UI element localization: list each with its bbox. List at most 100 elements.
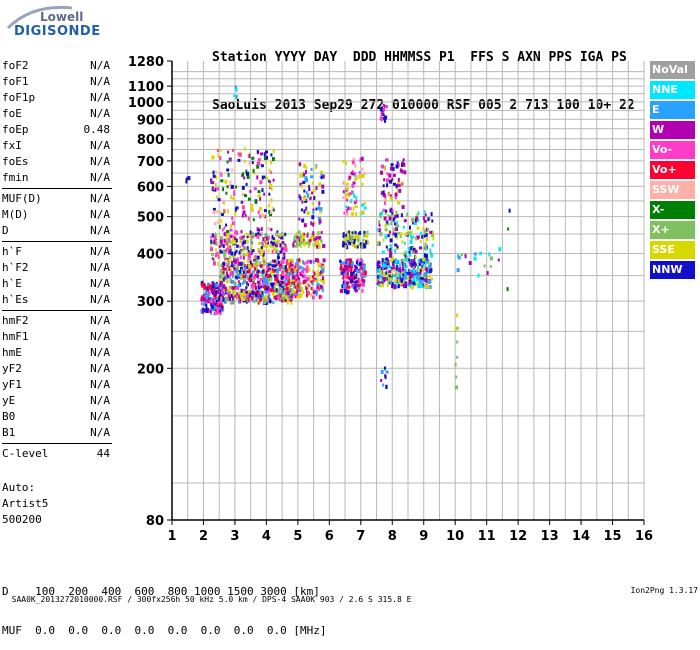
echo-point (419, 271, 422, 276)
echo-point (288, 272, 292, 276)
echo-point (268, 180, 271, 184)
echo-point (225, 191, 228, 195)
echo-point (246, 259, 250, 263)
param-row: foEs N/A (2, 154, 110, 170)
echo-point (301, 274, 304, 278)
echo-point (389, 179, 393, 184)
echo-point (363, 201, 366, 205)
echo-point (248, 235, 251, 238)
echo-point (396, 161, 399, 165)
echo-point (215, 242, 218, 246)
echo-point (431, 244, 434, 247)
echo-point (379, 281, 382, 285)
echo-point (421, 234, 424, 239)
echo-point (255, 261, 259, 266)
echo-point (394, 195, 397, 200)
echo-point (219, 300, 223, 304)
echo-point (409, 253, 411, 257)
echo-point (281, 231, 283, 236)
echo-point (298, 237, 301, 242)
echo-point (312, 208, 315, 212)
echo-point (357, 232, 360, 236)
echo-point (361, 182, 364, 187)
echo-point (319, 207, 323, 211)
echo-point (313, 196, 316, 200)
echo-point (253, 291, 256, 295)
echo-point (317, 236, 320, 240)
echo-point (258, 241, 262, 245)
echo-point (213, 259, 215, 262)
echo-point (270, 210, 272, 214)
echo-point (231, 239, 235, 244)
echo-point (284, 296, 287, 300)
echo-point (227, 244, 231, 248)
echo-point (243, 280, 246, 284)
echo-point (415, 282, 419, 286)
echo-point (255, 266, 258, 271)
echo-point (376, 228, 379, 232)
echo-point (419, 276, 423, 280)
echo-point (232, 197, 235, 201)
echo-point (296, 290, 299, 295)
echo-point (419, 246, 422, 250)
param-row: D N/A (2, 223, 110, 239)
echo-point (396, 231, 400, 235)
echo-point (350, 271, 353, 276)
param-row: foEp 0.48 (2, 122, 110, 138)
echo-point (428, 279, 432, 283)
echo-point (411, 235, 415, 239)
legend-item-sse: SSE (650, 241, 695, 259)
echo-point (225, 236, 228, 240)
echo-point (397, 177, 400, 182)
echo-point (386, 273, 390, 277)
echo-point (353, 270, 355, 274)
echo-point (390, 221, 393, 226)
echo-point (413, 260, 416, 264)
echo-point (259, 290, 262, 293)
param-value: N/A (90, 277, 110, 290)
echo-point (320, 263, 323, 268)
echo-point (318, 219, 322, 224)
echo-point (312, 189, 316, 193)
echo-point (342, 234, 345, 238)
echo-point (350, 239, 353, 242)
echo-point (454, 327, 457, 332)
echo-point (382, 262, 385, 267)
echo-point (308, 239, 312, 243)
echo-point (205, 305, 208, 310)
echo-point (227, 297, 229, 301)
echo-point (396, 236, 399, 240)
echo-point (211, 257, 214, 261)
echo-point (460, 253, 463, 256)
auto-code: 500200 (2, 513, 42, 526)
echo-point (357, 287, 360, 291)
param-name: foEs (2, 155, 29, 168)
echo-point (253, 171, 256, 175)
echo-point (353, 235, 356, 239)
echo-point (284, 292, 287, 297)
echo-point (263, 209, 267, 213)
echo-point (401, 169, 404, 174)
echo-point (317, 263, 321, 268)
echo-point (382, 265, 385, 269)
echo-point (318, 243, 321, 248)
echo-point (215, 283, 219, 288)
echo-point (411, 262, 415, 267)
echo-point (420, 282, 423, 287)
echo-point (321, 184, 325, 189)
echo-point (395, 285, 399, 289)
echo-point (356, 245, 359, 249)
echo-point (206, 298, 208, 303)
echo-point (238, 152, 242, 157)
echo-point (432, 236, 435, 241)
echo-point (279, 243, 282, 248)
param-value: N/A (90, 91, 110, 104)
echo-point (400, 213, 403, 218)
echo-point (346, 208, 348, 213)
echo-point (423, 257, 425, 262)
echo-point (264, 295, 268, 300)
echo-point (305, 241, 309, 245)
echo-point (204, 301, 207, 306)
echo-point (250, 295, 253, 300)
echo-point (313, 271, 316, 276)
